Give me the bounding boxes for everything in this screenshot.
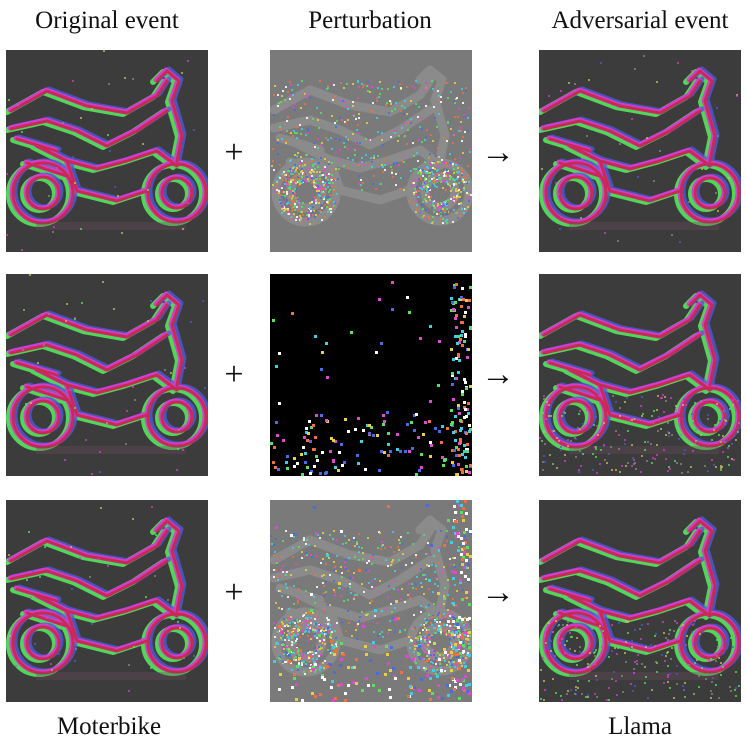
- perturbation-image-row1: [270, 50, 472, 252]
- adversarial-event-image-row2: [539, 274, 741, 476]
- adversarial-event-image-row3: [539, 500, 741, 702]
- arrow-sign-row1: →: [481, 134, 515, 171]
- true-class-label: Moterbike: [56, 713, 162, 740]
- adversarial-event-image-row1: [539, 50, 741, 252]
- arrow-sign-row2: →: [481, 356, 515, 393]
- plus-sign-row1: +: [224, 134, 244, 171]
- header-adversarial-event: Adversarial event: [551, 7, 729, 34]
- header-original-event: Original event: [35, 7, 179, 34]
- plus-sign-row2: +: [224, 356, 244, 393]
- adversarial-class-label: Llama: [608, 713, 672, 740]
- original-event-image-row1: [6, 50, 208, 252]
- perturbation-image-row2: [270, 274, 472, 476]
- original-event-image-row2: [6, 274, 208, 476]
- original-event-image-row3: [6, 500, 208, 702]
- arrow-sign-row3: →: [481, 574, 515, 611]
- perturbation-image-row3: [270, 500, 472, 702]
- header-perturbation: Perturbation: [308, 7, 432, 34]
- plus-sign-row3: +: [224, 574, 244, 611]
